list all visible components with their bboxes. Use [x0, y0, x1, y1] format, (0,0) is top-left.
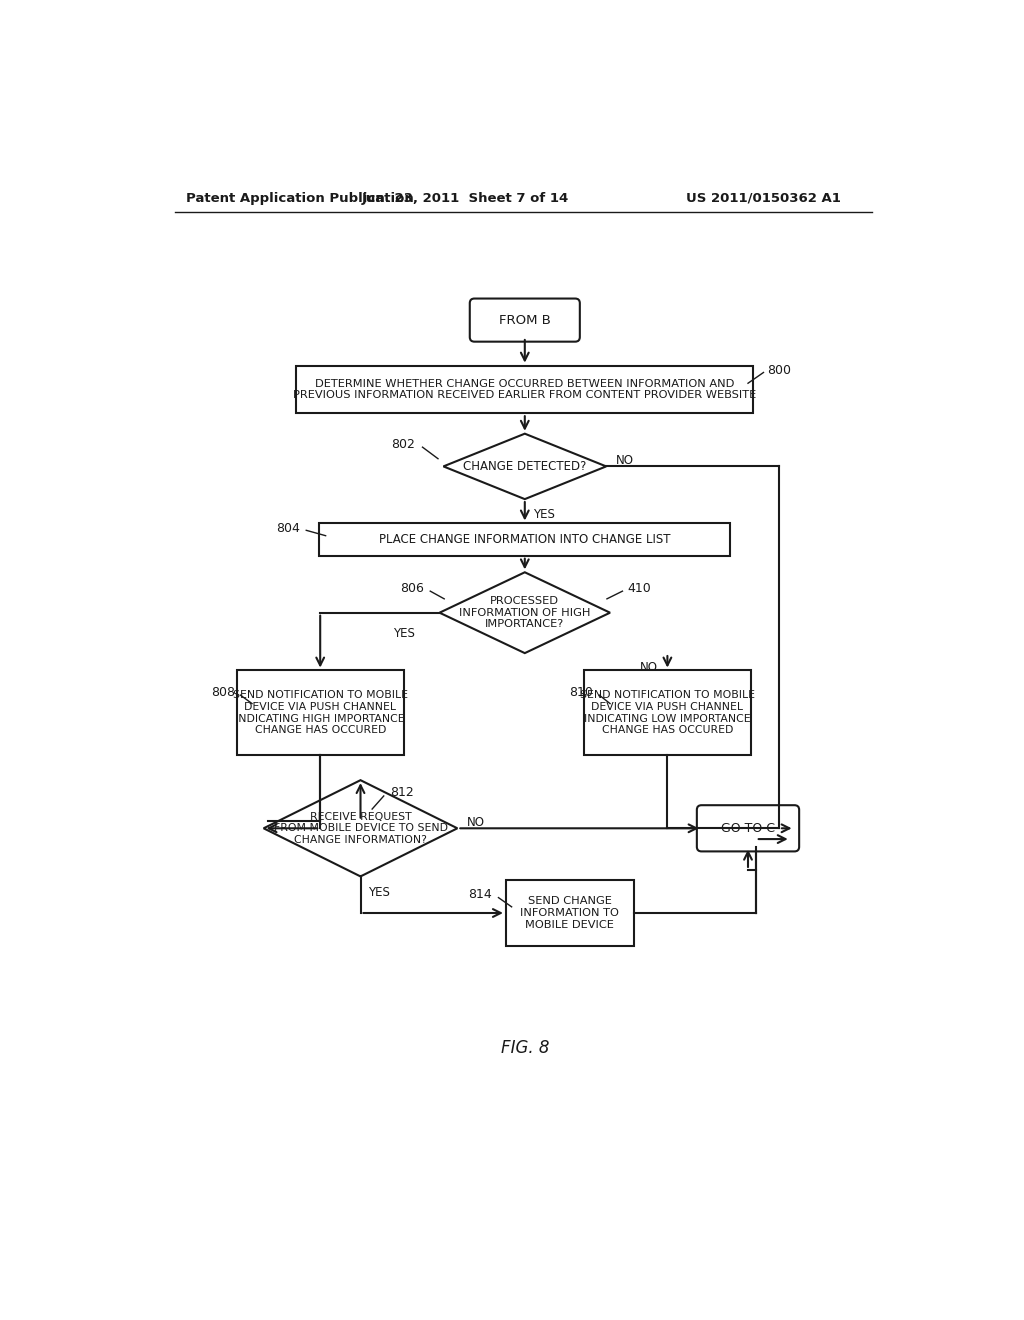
Text: Patent Application Publication: Patent Application Publication: [186, 191, 414, 205]
Polygon shape: [439, 573, 610, 653]
Text: PROCESSED
INFORMATION OF HIGH
IMPORTANCE?: PROCESSED INFORMATION OF HIGH IMPORTANCE…: [459, 597, 591, 630]
Text: NO: NO: [615, 454, 634, 467]
Text: 804: 804: [276, 521, 300, 535]
Text: SEND CHANGE
INFORMATION TO
MOBILE DEVICE: SEND CHANGE INFORMATION TO MOBILE DEVICE: [520, 896, 620, 929]
Text: DETERMINE WHETHER CHANGE OCCURRED BETWEEN INFORMATION AND
PREVIOUS INFORMATION R: DETERMINE WHETHER CHANGE OCCURRED BETWEE…: [293, 379, 757, 400]
Text: FIG. 8: FIG. 8: [501, 1039, 549, 1057]
Text: NO: NO: [640, 661, 658, 673]
Text: 410: 410: [628, 582, 651, 594]
Bar: [296, 366, 754, 413]
Text: 800: 800: [767, 363, 792, 376]
FancyBboxPatch shape: [697, 805, 799, 851]
Text: SEND NOTIFICATION TO MOBILE
DEVICE VIA PUSH CHANNEL
INDICATING LOW IMPORTANCE
CH: SEND NOTIFICATION TO MOBILE DEVICE VIA P…: [580, 690, 755, 735]
Text: US 2011/0150362 A1: US 2011/0150362 A1: [686, 191, 841, 205]
Bar: [319, 524, 730, 556]
Text: RECEIVE REQUEST
FROM MOBILE DEVICE TO SEND
CHANGE INFORMATION?: RECEIVE REQUEST FROM MOBILE DEVICE TO SE…: [273, 812, 447, 845]
Bar: [584, 671, 751, 755]
Text: NO: NO: [467, 816, 484, 829]
Text: FROM B: FROM B: [499, 314, 551, 326]
Text: YES: YES: [532, 508, 554, 521]
Text: CHANGE DETECTED?: CHANGE DETECTED?: [463, 459, 587, 473]
Text: 812: 812: [390, 787, 414, 800]
Bar: [506, 880, 634, 945]
Bar: [237, 671, 403, 755]
Text: 808: 808: [211, 685, 234, 698]
Polygon shape: [443, 434, 606, 499]
Polygon shape: [263, 780, 458, 876]
Text: GO TO C: GO TO C: [721, 822, 775, 834]
Text: 802: 802: [391, 438, 415, 451]
Text: YES: YES: [393, 627, 415, 640]
Text: SEND NOTIFICATION TO MOBILE
DEVICE VIA PUSH CHANNEL
INDICATING HIGH IMPORTANCE
C: SEND NOTIFICATION TO MOBILE DEVICE VIA P…: [232, 690, 408, 735]
FancyBboxPatch shape: [470, 298, 580, 342]
Text: 806: 806: [400, 582, 424, 594]
Text: PLACE CHANGE INFORMATION INTO CHANGE LIST: PLACE CHANGE INFORMATION INTO CHANGE LIS…: [379, 533, 671, 546]
Text: Jun. 23, 2011  Sheet 7 of 14: Jun. 23, 2011 Sheet 7 of 14: [361, 191, 568, 205]
Text: 814: 814: [469, 888, 493, 902]
Text: 810: 810: [569, 685, 593, 698]
Text: YES: YES: [369, 886, 390, 899]
